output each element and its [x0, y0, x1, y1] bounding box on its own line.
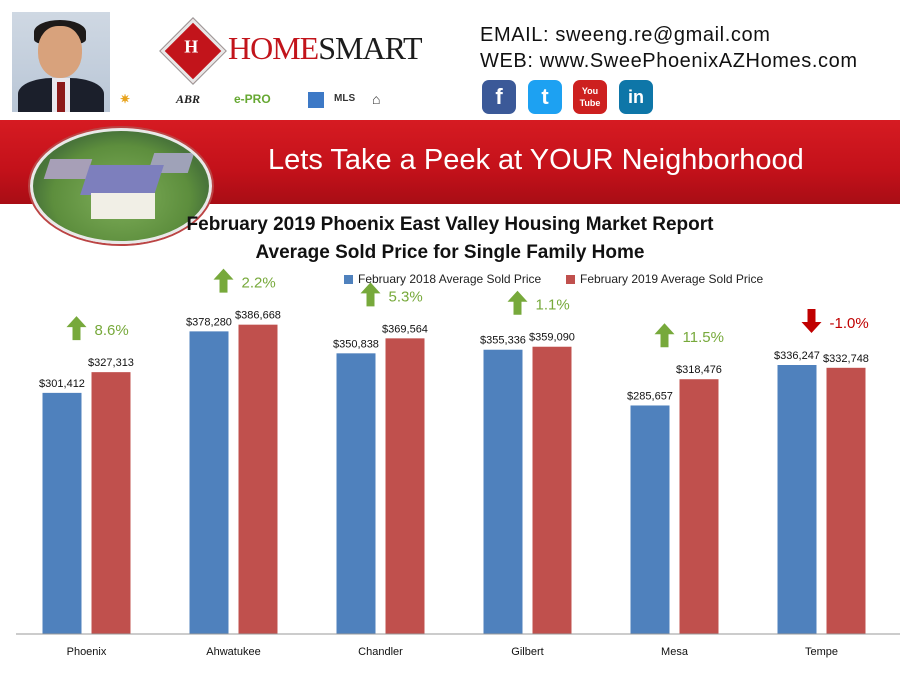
logo-mark-icon: H [160, 18, 226, 84]
email-line: EMAIL: sweeng.re@gmail.com [480, 24, 771, 46]
bar-mesa-2019 [679, 379, 719, 634]
green-badge-icon [308, 92, 324, 108]
certification-badges: ✷ ABR e-PRO MLS ⌂ [120, 88, 400, 112]
bar-gilbert-2019 [532, 346, 572, 634]
change-label-ahwatukee: 2.2% [242, 275, 276, 292]
bar-phoenix-2018 [42, 392, 82, 634]
chart-title: February 2019 Phoenix East Valley Housin… [186, 214, 714, 235]
facebook-icon[interactable]: f [482, 80, 516, 114]
data-label-gilbert-2018: $355,336 [480, 335, 526, 347]
category-label-ahwatukee: Ahwatukee [206, 646, 260, 658]
data-label-phoenix-2018: $301,412 [39, 378, 85, 390]
linkedin-icon[interactable]: in [619, 80, 653, 114]
bar-mesa-2018 [630, 405, 670, 634]
chart: February 2019 Phoenix East Valley Housin… [0, 204, 900, 685]
epro-badge: e-PRO [234, 92, 271, 106]
arrow-up-icon [66, 316, 87, 341]
agent-photo [12, 12, 110, 112]
data-label-chandler-2019: $369,564 [382, 323, 428, 335]
bar-gilbert-2018 [483, 349, 523, 634]
legend-swatch-2018 [344, 275, 353, 285]
arrow-down-icon [801, 309, 822, 334]
neighborhood-house-icon [30, 128, 212, 244]
data-label-gilbert-2019: $359,090 [529, 332, 575, 344]
change-label-phoenix: 8.6% [95, 322, 129, 339]
data-label-mesa-2019: $318,476 [676, 364, 722, 376]
bar-chandler-2019 [385, 338, 425, 634]
data-label-tempe-2018: $336,247 [774, 350, 820, 362]
abr-badge: ABR [176, 92, 201, 106]
social-links: f t You Tube in [482, 80, 662, 114]
email-link[interactable]: sweeng.re@gmail.com [555, 24, 771, 46]
data-label-phoenix-2019: $327,313 [88, 357, 134, 369]
realtor-institute-badge-icon: ✷ [120, 92, 131, 106]
category-label-mesa: Mesa [661, 646, 689, 658]
bar-phoenix-2019 [91, 372, 131, 634]
data-label-mesa-2018: $285,657 [627, 390, 673, 402]
legend-item-2019: February 2019 Average Sold Price [566, 272, 763, 286]
data-label-tempe-2019: $332,748 [823, 353, 869, 365]
banner-title: Lets Take a Peek at YOUR Neighborhood [268, 144, 804, 176]
homesmart-logo[interactable]: H HOMESMART [160, 18, 423, 84]
arrow-up-icon [213, 268, 234, 293]
category-label-gilbert: Gilbert [511, 646, 543, 658]
change-label-gilbert: 1.1% [536, 297, 570, 314]
category-label-phoenix: Phoenix [67, 646, 107, 658]
bar-chandler-2018 [336, 353, 376, 634]
data-label-chandler-2018: $350,838 [333, 338, 379, 350]
twitter-icon[interactable]: t [528, 80, 562, 114]
bar-tempe-2018 [777, 365, 817, 634]
category-label-chandler: Chandler [358, 646, 403, 658]
data-label-ahwatukee-2018: $378,280 [186, 316, 232, 328]
category-label-tempe: Tempe [805, 646, 838, 658]
bar-tempe-2019 [826, 367, 866, 634]
arrow-up-icon [360, 282, 381, 307]
change-label-chandler: 5.3% [389, 288, 423, 305]
logo-wordmark: HOMESMART [228, 30, 423, 66]
bar-ahwatukee-2019 [238, 324, 278, 634]
equal-housing-icon: ⌂ [372, 91, 381, 107]
legend-swatch-2019 [566, 275, 575, 285]
web-line: WEB: www.SweePhoenixAZHomes.com [480, 50, 858, 72]
data-label-ahwatukee-2019: $386,668 [235, 310, 281, 322]
bar-ahwatukee-2018 [189, 331, 229, 634]
chart-subtitle: Average Sold Price for Single Family Hom… [255, 242, 645, 263]
youtube-icon[interactable]: You Tube [573, 80, 607, 114]
header: H HOMESMART ✷ ABR e-PRO MLS ⌂ EMAIL: swe… [0, 0, 900, 120]
website-link[interactable]: www.SweePhoenixAZHomes.com [539, 50, 858, 72]
arrow-up-icon [654, 323, 675, 348]
mls-badge: MLS [334, 93, 356, 104]
contact-info: EMAIL: sweeng.re@gmail.com WEB: www.Swee… [480, 22, 890, 74]
arrow-up-icon [507, 290, 528, 315]
change-label-mesa: 11.5% [683, 329, 724, 346]
bar-plot: $301,412$327,313 Phoenix 8.6% $378,280$386,… [16, 268, 900, 658]
legend-item-2018: February 2018 Average Sold Price [344, 272, 541, 286]
change-label-tempe: -1.0% [830, 315, 869, 332]
